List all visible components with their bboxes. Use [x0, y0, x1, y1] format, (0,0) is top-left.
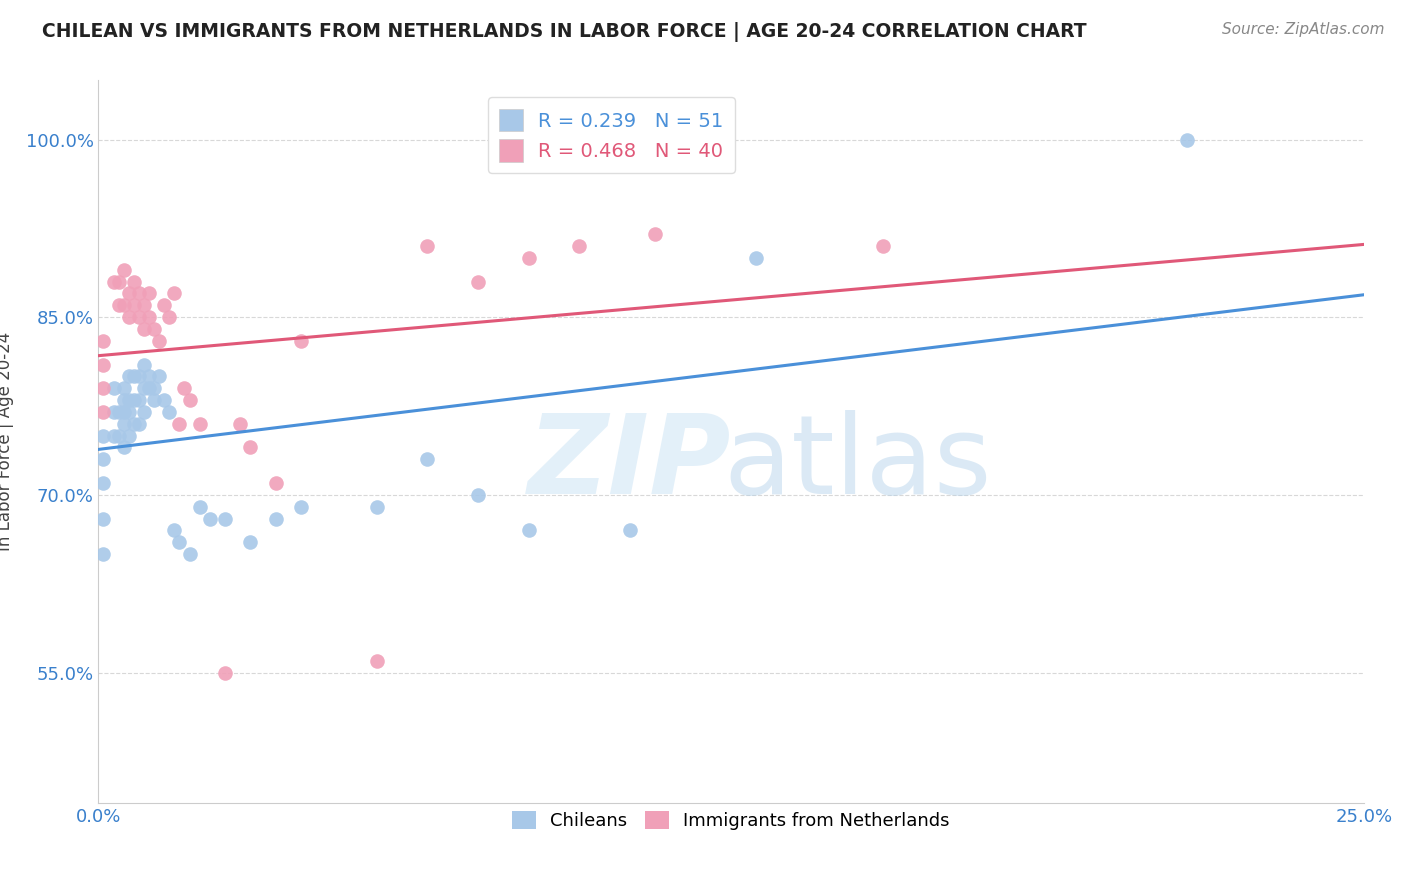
Point [198, 511, 221, 525]
Point [93, 428, 115, 442]
Point [143, 393, 166, 408]
Point [169, 417, 191, 431]
Point [214, 511, 236, 525]
Point [112, 298, 135, 312]
Point [290, 500, 312, 514]
Point [188, 417, 211, 431]
Point [148, 334, 170, 348]
Point [107, 405, 129, 419]
Point [644, 227, 666, 242]
Point [93, 511, 115, 525]
Point [112, 393, 135, 408]
Point [148, 369, 170, 384]
Point [132, 322, 155, 336]
Point [264, 475, 287, 490]
Text: atlas: atlas [724, 409, 991, 516]
Point [128, 417, 150, 431]
Point [93, 475, 115, 490]
Point [122, 393, 145, 408]
Point [128, 393, 150, 408]
Point [188, 500, 211, 514]
Point [128, 286, 150, 301]
Point [143, 322, 166, 336]
Point [118, 369, 141, 384]
Point [138, 381, 160, 395]
Point [107, 298, 129, 312]
Point [122, 417, 145, 431]
Point [122, 298, 145, 312]
Point [138, 286, 160, 301]
Point [132, 405, 155, 419]
Point [163, 524, 186, 538]
Point [112, 381, 135, 395]
Point [568, 239, 591, 253]
Point [143, 381, 166, 395]
Point [128, 369, 150, 384]
Point [103, 275, 125, 289]
Text: Source: ZipAtlas.com: Source: ZipAtlas.com [1222, 22, 1385, 37]
Point [132, 381, 155, 395]
Point [179, 393, 201, 408]
Point [93, 452, 115, 467]
Text: CHILEAN VS IMMIGRANTS FROM NETHERLANDS IN LABOR FORCE | AGE 20-24 CORRELATION CH: CHILEAN VS IMMIGRANTS FROM NETHERLANDS I… [42, 22, 1087, 42]
Point [214, 665, 236, 680]
Point [1175, 132, 1198, 146]
Point [239, 441, 262, 455]
Point [517, 251, 540, 265]
Point [416, 239, 439, 253]
Point [138, 310, 160, 325]
Point [467, 488, 489, 502]
Point [103, 428, 125, 442]
Point [93, 358, 115, 372]
Point [173, 381, 195, 395]
Point [118, 286, 141, 301]
Point [153, 298, 176, 312]
Point [366, 654, 388, 668]
Point [93, 405, 115, 419]
Point [290, 334, 312, 348]
Point [103, 381, 125, 395]
Point [132, 298, 155, 312]
Point [93, 334, 115, 348]
Point [118, 428, 141, 442]
Point [107, 428, 129, 442]
Point [229, 417, 252, 431]
Text: ZIP: ZIP [529, 409, 731, 516]
Point [128, 310, 150, 325]
Point [93, 381, 115, 395]
Point [118, 393, 141, 408]
Point [107, 275, 129, 289]
Point [264, 511, 287, 525]
Point [179, 547, 201, 561]
Point [366, 500, 388, 514]
Point [745, 251, 768, 265]
Point [517, 524, 540, 538]
Point [93, 547, 115, 561]
Point [122, 275, 145, 289]
Point [157, 310, 180, 325]
Point [619, 524, 641, 538]
Point [122, 369, 145, 384]
Y-axis label: In Labor Force | Age 20-24: In Labor Force | Age 20-24 [0, 332, 14, 551]
Point [118, 405, 141, 419]
Point [169, 535, 191, 549]
Point [416, 452, 439, 467]
Point [163, 286, 186, 301]
Point [118, 310, 141, 325]
Point [872, 239, 894, 253]
Point [132, 358, 155, 372]
Point [239, 535, 262, 549]
Point [467, 275, 489, 289]
Legend: Chileans, Immigrants from Netherlands: Chileans, Immigrants from Netherlands [505, 804, 957, 837]
Point [112, 441, 135, 455]
Point [157, 405, 180, 419]
Point [112, 405, 135, 419]
Point [103, 405, 125, 419]
Point [112, 417, 135, 431]
Point [138, 369, 160, 384]
Point [112, 262, 135, 277]
Point [153, 393, 176, 408]
